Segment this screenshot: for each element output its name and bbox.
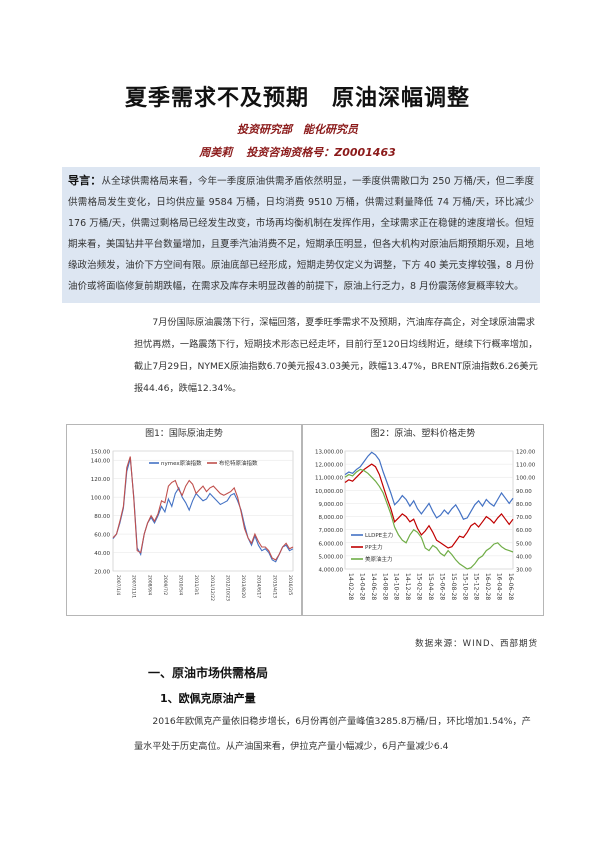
author-license: 投资咨询资格号：Z0001463 <box>246 146 396 159</box>
y-left-tick-label: 5,000.00 <box>319 554 344 560</box>
chart1-caption: 图1：国际原油走势 <box>145 429 223 439</box>
y-tick-label: 140.00 <box>91 459 111 465</box>
y-right-tick-label: 100.00 <box>516 476 536 482</box>
y-right-tick-label: 30.00 <box>516 568 532 574</box>
y-right-tick-label: 80.00 <box>516 502 532 508</box>
x-tick-label: 2009/7/2 <box>162 575 168 595</box>
y-left-tick-label: 12,000.00 <box>315 463 343 469</box>
x-tick-label: 14-06-28 <box>370 573 377 600</box>
section-heading: 一、原油市场供需格局 <box>148 666 269 680</box>
y-right-tick-label: 70.00 <box>516 515 532 521</box>
data-source: 数据来源：WIND、西部期货 <box>415 639 538 649</box>
x-tick-label: 2013/8/20 <box>240 575 246 598</box>
chart1-plot: 150.00 140.00 120.00 100.00 80.00 60.00 40.00 2… <box>91 450 294 601</box>
legend-label: 美原油主力 <box>365 555 393 563</box>
series-line-1 <box>344 451 514 520</box>
x-tick-label: 15-04-28 <box>427 573 434 600</box>
y-left-tick-label: 7,000.00 <box>319 528 344 534</box>
x-tick-label: 2012/10/23 <box>224 575 230 601</box>
y-left-tick-label: 8,000.00 <box>319 515 344 521</box>
y-tick-label: 100.00 <box>91 496 111 502</box>
y-right-tick-label: 40.00 <box>516 554 532 560</box>
x-tick-label: 15-10-28 <box>461 573 468 600</box>
intro-box: 导言：从全球供需格局来看，今年一季度原油供需矛盾依然明显，一季度供需敞口为 25… <box>62 167 540 303</box>
y-right-tick-label: 120.00 <box>516 450 536 456</box>
y-right-tick-label: 50.00 <box>516 541 532 547</box>
x-tick-label: 2015/4/13 <box>271 575 277 598</box>
y-tick-label: 120.00 <box>91 477 111 483</box>
market-summary: 7月份国际原油震荡下行，深幅回落，夏季旺季需求不及预期，汽油库存高企，对全球原油… <box>134 312 538 400</box>
x-tick-label: 2010/5/4 <box>178 575 184 595</box>
intro-text: 从全球供需格局来看，今年一季度原油供需矛盾依然明显，一季度供需敞口为 250 万… <box>68 176 535 292</box>
y-tick-label: 80.00 <box>94 514 110 520</box>
section-body: 2016年欧佩克产量依旧稳步增长，6月份再创产量峰值3285.8万桶/日，环比增… <box>134 709 538 759</box>
x-tick-label: 2014/6/17 <box>256 575 262 598</box>
legend-label: 布伦特原油指数 <box>219 459 258 467</box>
x-tick-label: 15-12-28 <box>473 573 480 600</box>
x-tick-label: 15-02-28 <box>416 573 423 600</box>
legend-label: LLDPE主力 <box>365 531 393 539</box>
page-title: 夏季需求不及预期 原油深幅调整 <box>124 85 470 111</box>
x-tick-label: 14-04-28 <box>358 573 365 600</box>
chart2-caption: 图2：原油、塑料价格走势 <box>370 429 476 439</box>
x-tick-label: 14-08-28 <box>381 573 388 600</box>
y-tick-label: 40.00 <box>94 551 110 557</box>
x-tick-label: 2011/12/22 <box>209 575 215 601</box>
chart-international-crude: 图1：国际原油走势 150.00 140.00 120.00 100.00 80.00 6… <box>66 424 302 616</box>
x-tick-label: 16-06-28 <box>507 573 514 600</box>
author-name: 周美莉 <box>199 146 233 159</box>
body-paragraph: 2016年欧佩克产量依旧稳步增长，6月份再创产量峰值3285.8万桶/日，环比增… <box>134 716 531 752</box>
y-tick-label: 60.00 <box>94 533 110 539</box>
x-tick-label: 2007/11/1 <box>131 575 137 598</box>
y-left-tick-label: 11,000.00 <box>315 476 343 482</box>
y-right-tick-label: 60.00 <box>516 528 532 534</box>
chart2-plot: 13,000.00 12,000.00 11,000.00 10,000.00 9,00… <box>315 450 536 601</box>
series-line-2 <box>112 456 294 561</box>
y-right-tick-label: 90.00 <box>516 489 532 495</box>
y-left-tick-label: 4,000.00 <box>319 568 344 574</box>
x-tick-label: 2007/1/4 <box>115 575 121 595</box>
series-line-2 <box>344 463 514 549</box>
intro-label: 导言： <box>68 174 102 187</box>
y-tick-label: 20.00 <box>94 570 110 576</box>
chart-crude-plastics: 图2：原油、塑料价格走势 13,000.00 12,000.00 11,000.00… <box>302 424 544 616</box>
y-left-tick-label: 13,000.00 <box>315 450 343 456</box>
plot-area <box>344 450 514 570</box>
author-line: 周美莉 投资咨询资格号：Z0001463 <box>0 144 595 160</box>
plot-area <box>112 450 294 572</box>
y-tick-label: 150.00 <box>91 450 111 456</box>
x-tick-label: 14-10-28 <box>393 573 400 600</box>
x-tick-label: 14-12-28 <box>404 573 411 600</box>
y-left-tick-label: 9,000.00 <box>319 502 344 508</box>
x-tick-label: 2011/3/1 <box>193 575 199 595</box>
series-line-3 <box>344 468 514 570</box>
x-tick-label: 15-08-28 <box>450 573 457 600</box>
department-line: 投资研究部 能化研究员 <box>237 123 358 136</box>
x-tick-label: 15-06-28 <box>438 573 445 600</box>
x-tick-label: 16-04-28 <box>496 573 503 600</box>
y-left-tick-label: 10,000.00 <box>315 489 343 495</box>
legend-label: nymex原油指数 <box>161 459 202 467</box>
x-tick-label: 2008/9/4 <box>146 575 152 595</box>
subsection-heading: 1、欧佩克原油产量 <box>160 692 256 705</box>
x-tick-label: 2016/2/5 <box>287 575 293 595</box>
y-left-tick-label: 6,000.00 <box>319 541 344 547</box>
legend-label: PP主力 <box>365 543 383 551</box>
y-right-tick-label: 110.00 <box>516 463 536 469</box>
x-tick-label: 16-02-28 <box>484 573 491 600</box>
summary-paragraph: 7月份国际原油震荡下行，深幅回落，夏季旺季需求不及预期，汽油库存高企，对全球原油… <box>134 317 538 394</box>
x-tick-label: 14-02-28 <box>347 573 354 600</box>
intro-paragraph: 导言：从全球供需格局来看，今年一季度原油供需矛盾依然明显，一季度供需敞口为 25… <box>62 167 540 297</box>
